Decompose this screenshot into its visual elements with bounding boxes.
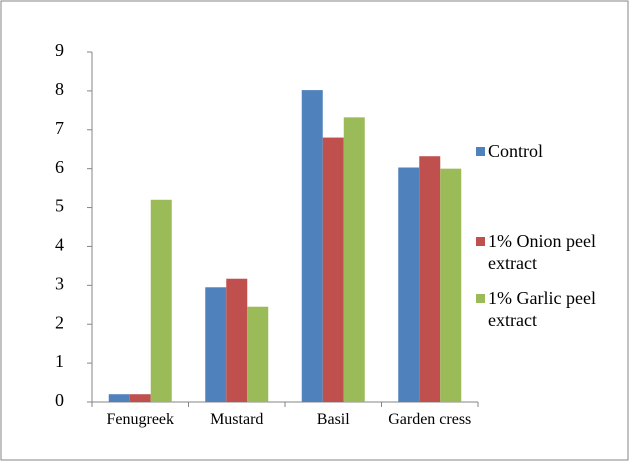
y-tick-label: 0: [55, 390, 64, 410]
x-tick-label: Mustard: [210, 411, 264, 428]
x-tick-label: Fenugreek: [106, 411, 175, 428]
legend-label: Control: [488, 141, 544, 161]
bar: [247, 306, 269, 402]
y-tick-label: 6: [55, 157, 64, 177]
legend-label: 1% Onion peel extract: [488, 231, 596, 273]
legend-label: 1% Garlic peel extract: [488, 288, 596, 330]
legend-swatch: [476, 237, 485, 246]
bar: [205, 287, 227, 402]
y-tick-label: 8: [55, 79, 64, 99]
bar: [150, 199, 172, 402]
legend-swatch: [476, 147, 485, 156]
bar: [398, 167, 420, 402]
y-tick-label: 2: [55, 312, 64, 332]
bar: [322, 137, 344, 403]
bar: [226, 278, 248, 402]
y-tick-label: 3: [55, 273, 64, 293]
bar: [129, 394, 151, 402]
y-tick-label: 9: [55, 40, 64, 60]
bar: [108, 394, 130, 402]
x-tick-label: Basil: [316, 411, 350, 428]
bar: [440, 168, 462, 402]
y-tick-label: 7: [55, 118, 64, 138]
y-tick-label: 4: [55, 235, 64, 255]
y-tick-label: 5: [55, 196, 64, 216]
bar: [419, 156, 441, 402]
y-tick-label: 1: [55, 351, 64, 371]
bar: [301, 90, 323, 402]
legend-swatch: [476, 294, 485, 303]
x-tick-label: Garden cress: [388, 411, 472, 428]
bar: [343, 117, 365, 402]
